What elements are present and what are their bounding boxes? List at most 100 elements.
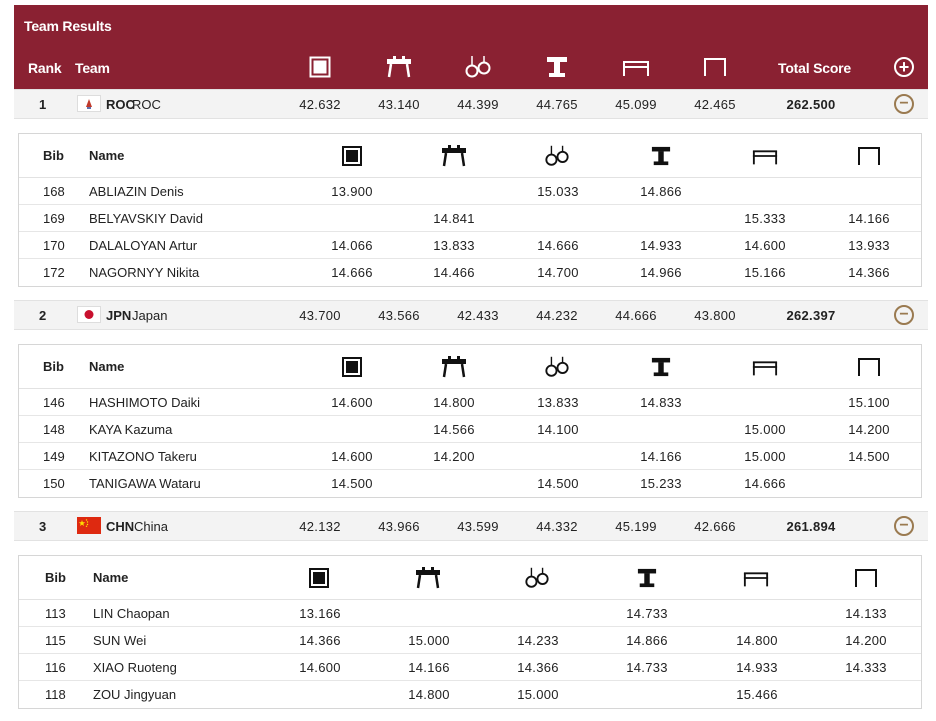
athlete-row[interactable]: 146 HASHIMOTO Daiki 14.600 14.800 13.833… xyxy=(19,389,921,416)
athlete-score: 14.233 xyxy=(517,633,559,648)
athlete-name[interactable]: DALALOYAN Artur xyxy=(89,238,198,253)
athlete-name[interactable]: LIN Chaopan xyxy=(93,606,170,621)
athlete-score: 13.166 xyxy=(299,606,341,621)
athlete-row[interactable]: 115 SUN Wei 14.366 15.000 14.233 14.866 … xyxy=(19,627,921,654)
athlete-score: 15.000 xyxy=(408,633,450,648)
athlete-bib: 148 xyxy=(43,422,65,437)
athlete-score: 14.066 xyxy=(331,238,373,253)
athlete-bib: 168 xyxy=(43,184,65,199)
results-header: Team Results Rank Team Total Score + xyxy=(14,5,928,89)
athlete-row[interactable]: 169 BELYAVSKIY David 14.841 15.333 14.16… xyxy=(19,205,921,232)
team-code: JPN xyxy=(106,308,132,323)
japan-flag-icon xyxy=(77,306,101,323)
athlete-score: 14.841 xyxy=(433,211,475,226)
athlete-score: 15.333 xyxy=(744,211,786,226)
athlete-score: 14.600 xyxy=(331,449,373,464)
athlete-name[interactable]: XIAO Ruoteng xyxy=(93,660,177,675)
athlete-score: 14.666 xyxy=(744,476,786,491)
parallel-bars-icon xyxy=(622,55,650,79)
athlete-name[interactable]: KITAZONO Takeru xyxy=(89,449,197,464)
parallel-bars-icon xyxy=(752,355,778,379)
athlete-score: 14.466 xyxy=(433,265,475,280)
athlete-row[interactable]: 170 DALALOYAN Artur 14.066 13.833 14.666… xyxy=(19,232,921,259)
athlete-row[interactable]: 172 NAGORNYY Nikita 14.666 14.466 14.700… xyxy=(19,259,921,286)
athlete-bib: 116 xyxy=(45,660,66,675)
athlete-bib: 172 xyxy=(43,265,65,280)
horizontal-bar-icon xyxy=(853,566,879,590)
athlete-score: 14.366 xyxy=(848,265,890,280)
athlete-name[interactable]: ABLIAZIN Denis xyxy=(89,184,184,199)
athlete-score: 13.833 xyxy=(433,238,475,253)
athlete-name[interactable]: NAGORNYY Nikita xyxy=(89,265,200,280)
athlete-score: 14.200 xyxy=(433,449,475,464)
team-rank: 3 xyxy=(39,519,47,534)
vault-icon xyxy=(634,566,660,590)
china-flag-icon xyxy=(77,517,101,534)
rings-icon xyxy=(544,144,570,168)
athlete-name[interactable]: BELYAVSKIY David xyxy=(89,211,203,226)
athlete-row[interactable]: 113 LIN Chaopan 13.166 14.733 14.133 xyxy=(19,600,921,627)
floor-icon xyxy=(306,566,332,590)
team-score-floor: 43.700 xyxy=(299,308,341,323)
team-score-pommel: 43.966 xyxy=(378,519,420,534)
athlete-row[interactable]: 149 KITAZONO Takeru 14.600 14.200 14.166… xyxy=(19,443,921,470)
name-column-header: Name xyxy=(89,359,125,374)
athlete-name[interactable]: KAYA Kazuma xyxy=(89,422,173,437)
athlete-row[interactable]: 118 ZOU Jingyuan 14.800 15.000 15.466 xyxy=(19,681,921,708)
athlete-score: 15.466 xyxy=(736,687,778,702)
athlete-name[interactable]: ZOU Jingyuan xyxy=(93,687,177,702)
team-score-floor: 42.632 xyxy=(299,97,341,112)
athlete-row[interactable]: 168 ABLIAZIN Denis 13.900 15.033 14.866 xyxy=(19,178,921,205)
collapse-icon[interactable]: − xyxy=(894,94,914,114)
athlete-score: 14.866 xyxy=(626,633,668,648)
athlete-bib: 170 xyxy=(43,238,65,253)
pommel-horse-icon xyxy=(441,144,467,168)
athlete-score: 13.933 xyxy=(848,238,890,253)
parallel-bars-icon xyxy=(752,144,778,168)
athlete-name[interactable]: TANIGAWA Wataru xyxy=(89,476,201,491)
athlete-name[interactable]: HASHIMOTO Daiki xyxy=(89,395,200,410)
rings-icon xyxy=(524,566,550,590)
athlete-score: 15.100 xyxy=(848,395,890,410)
athlete-score: 14.333 xyxy=(845,660,887,675)
athlete-score: 14.100 xyxy=(537,422,579,437)
team-score-parallel: 45.099 xyxy=(615,97,657,112)
team-score-parallel: 45.199 xyxy=(615,519,657,534)
team-score-rings: 44.399 xyxy=(457,97,499,112)
athlete-table: Bib Name 168 ABLIAZIN Denis 13.900 15.03… xyxy=(18,133,922,287)
athlete-bib: 146 xyxy=(43,395,65,410)
team-score-hbar: 42.465 xyxy=(694,97,736,112)
athlete-score: 13.833 xyxy=(537,395,579,410)
athlete-score: 14.566 xyxy=(433,422,475,437)
team-score-vault: 44.765 xyxy=(536,97,578,112)
athlete-row[interactable]: 148 KAYA Kazuma 14.566 14.100 15.000 14.… xyxy=(19,416,921,443)
athlete-score: 14.366 xyxy=(299,633,341,648)
plus-circle-icon[interactable]: + xyxy=(894,57,914,77)
team-rank: 1 xyxy=(39,97,47,112)
athlete-score: 13.900 xyxy=(331,184,373,199)
athlete-score: 14.933 xyxy=(736,660,778,675)
rings-icon xyxy=(544,355,570,379)
team-row[interactable]: 3 CHN China 42.132 43.966 43.599 44.332 … xyxy=(14,511,928,541)
team-score-floor: 42.132 xyxy=(299,519,341,534)
team-total-score: 262.500 xyxy=(786,97,836,112)
team-row[interactable]: 1 ROC ROC 42.632 43.140 44.399 44.765 45… xyxy=(14,89,928,119)
athlete-bib: 169 xyxy=(43,211,65,226)
athlete-score: 14.366 xyxy=(517,660,559,675)
athlete-score: 14.600 xyxy=(744,238,786,253)
athlete-name[interactable]: SUN Wei xyxy=(93,633,147,648)
team-row[interactable]: 2 JPN Japan 43.700 43.566 42.433 44.232 … xyxy=(14,300,928,330)
team-total-score: 262.397 xyxy=(786,308,836,323)
athlete-row[interactable]: 150 TANIGAWA Wataru 14.500 14.500 15.233… xyxy=(19,470,921,497)
collapse-icon[interactable]: − xyxy=(894,305,914,325)
collapse-icon[interactable]: − xyxy=(894,516,914,536)
athlete-table-header: Bib Name xyxy=(19,134,921,178)
team-score-rings: 42.433 xyxy=(457,308,499,323)
athlete-bib: 115 xyxy=(45,633,66,648)
team-name: Japan xyxy=(132,308,168,323)
athlete-score: 15.000 xyxy=(744,422,786,437)
team-name: China xyxy=(134,519,168,534)
athlete-score: 14.733 xyxy=(626,606,668,621)
athlete-row[interactable]: 116 XIAO Ruoteng 14.600 14.166 14.366 14… xyxy=(19,654,921,681)
athlete-score: 14.500 xyxy=(537,476,579,491)
